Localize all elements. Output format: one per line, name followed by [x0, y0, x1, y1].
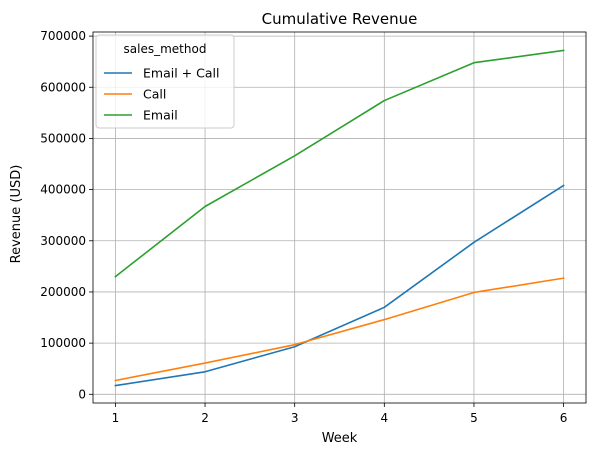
x-axis: 1 2 3 4 5 6 [112, 403, 568, 425]
legend-title: sales_method [124, 42, 207, 56]
y-tick-label: 400000 [40, 183, 86, 197]
series-line [114, 184, 565, 387]
x-tick-label: 2 [201, 411, 209, 425]
legend-label: Email + Call [143, 66, 219, 81]
y-axis: 0 100000 200000 300000 400000 500000 600000 700… [40, 29, 93, 401]
y-tick-label: 500000 [40, 131, 86, 145]
legend: sales_method Email + Call Call Email [95, 34, 235, 129]
y-tick-label: 0 [78, 387, 86, 401]
series-line [114, 49, 565, 278]
legend-box [95, 34, 235, 129]
legend-label: Call [143, 87, 166, 102]
y-tick-label: 200000 [40, 285, 86, 299]
legend-items: Email + Call Call Email [104, 66, 219, 123]
x-tick-label: 1 [112, 411, 120, 425]
chart-title: Cumulative Revenue [262, 10, 418, 28]
plot-frame [92, 31, 587, 404]
y-tick-label: 300000 [40, 234, 86, 248]
x-tick-label: 4 [380, 411, 388, 425]
grid [93, 32, 586, 403]
legend-label: Email [143, 108, 178, 123]
y-tick-label: 100000 [40, 336, 86, 350]
x-axis-label: Week [322, 431, 358, 446]
series-layer [114, 49, 565, 387]
x-tick-label: 6 [560, 411, 568, 425]
x-tick-label: 3 [291, 411, 299, 425]
x-tick-label: 5 [470, 411, 478, 425]
series-line [114, 277, 565, 382]
y-tick-label: 700000 [40, 29, 86, 43]
y-tick-label: 600000 [40, 80, 86, 94]
y-axis-label: Revenue (USD) [9, 165, 24, 264]
